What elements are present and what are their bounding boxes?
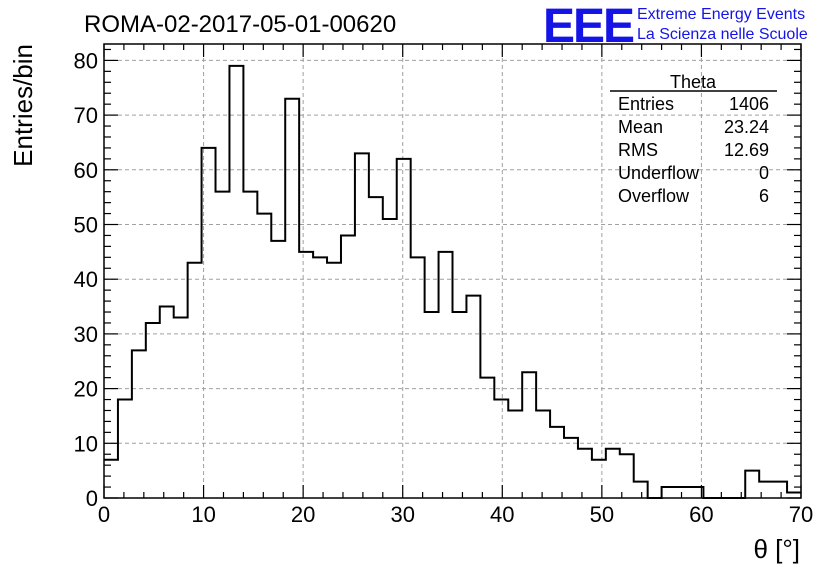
eee-logo-line2: La Scienza nelle Scuole	[637, 26, 808, 43]
y-tick-label: 0	[86, 486, 98, 511]
y-tick-label: 20	[74, 377, 98, 402]
plot-frame	[103, 43, 802, 499]
eee-logo-mark: EEE	[543, 0, 634, 53]
stats-box: Theta Entries 1406 Mean 23.24 RMS 12.69 Underf…	[610, 72, 777, 206]
x-tick-label: 10	[191, 502, 215, 527]
y-tick-label: 80	[74, 48, 98, 73]
stats-row-value: 23.24	[724, 117, 769, 137]
stats-row-value: 6	[759, 186, 769, 206]
stats-row-value: 1406	[729, 94, 769, 114]
chart-title: ROMA-02-2017-05-01-00620	[84, 11, 396, 38]
y-tick-label: 30	[74, 322, 98, 347]
eee-logo: EEE Extreme Energy Events La Scienza nel…	[543, 0, 808, 53]
x-tick-label: 40	[490, 502, 514, 527]
stats-row-label: Overflow	[618, 186, 690, 206]
stats-rows: Entries 1406 Mean 23.24 RMS 12.69 Underflow 0 Ov…	[618, 94, 769, 206]
stats-row-label: Underflow	[618, 163, 700, 183]
x-tick-label: 60	[689, 502, 713, 527]
y-tick-label: 40	[74, 267, 98, 292]
x-tick-label: 50	[590, 502, 614, 527]
x-tick-label: 30	[390, 502, 414, 527]
y-tick-label: 60	[74, 158, 98, 183]
y-axis-title: Entries/bin	[8, 44, 38, 167]
stats-row-value: 12.69	[724, 140, 769, 160]
x-axis-ticks: 0 10 20 30 40 50 60 70	[98, 44, 813, 527]
y-tick-label: 70	[74, 103, 98, 128]
stats-box-title: Theta	[670, 72, 717, 92]
stats-row-label: RMS	[618, 140, 658, 160]
x-tick-label: 20	[291, 502, 315, 527]
histogram-outline	[104, 64, 801, 499]
stats-row-label: Mean	[618, 117, 663, 137]
x-axis-title: θ [°]	[753, 534, 800, 564]
x-tick-label: 70	[789, 502, 813, 527]
grid-lines	[104, 44, 801, 498]
eee-logo-line1: Extreme Energy Events	[637, 6, 805, 23]
x-tick-label: 0	[98, 502, 110, 527]
y-tick-label: 10	[74, 431, 98, 456]
stats-row-label: Entries	[618, 94, 674, 114]
y-tick-label: 50	[74, 213, 98, 238]
stats-row-value: 0	[759, 163, 769, 183]
